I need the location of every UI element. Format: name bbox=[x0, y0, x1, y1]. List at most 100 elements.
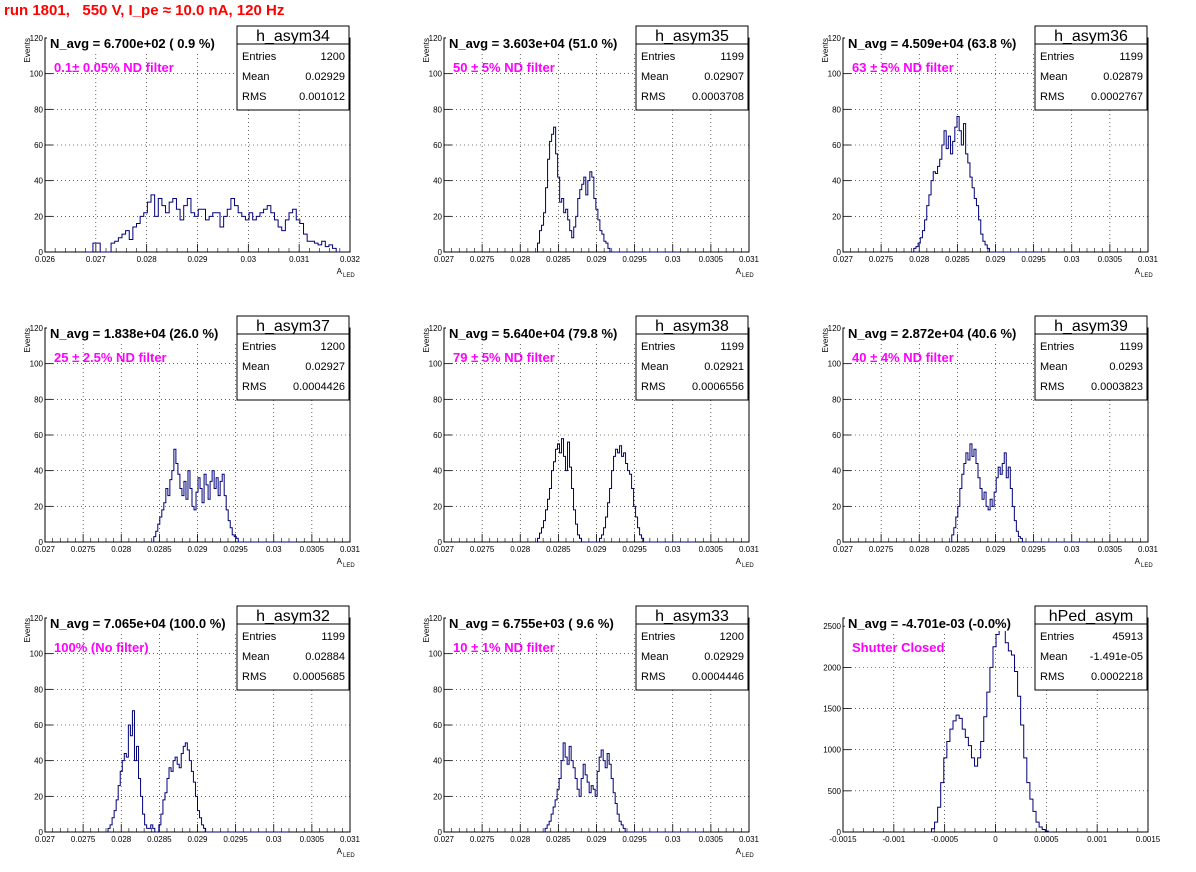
filter-label: 40 ± 4% ND filter bbox=[852, 350, 954, 365]
histogram-line bbox=[106, 710, 289, 833]
x-axis-label-subscript: LED bbox=[343, 563, 355, 569]
x-tick-label: 0.0285 bbox=[147, 835, 172, 844]
y-tick-label: 40 bbox=[832, 467, 841, 476]
x-tick-label: 0.028 bbox=[111, 545, 132, 554]
stats-label: Mean bbox=[1040, 71, 1068, 83]
x-tick-label: 0.027 bbox=[833, 545, 854, 554]
stats-label: Mean bbox=[641, 651, 669, 663]
y-tick-label: 1000 bbox=[823, 746, 841, 755]
x-tick-label: 0.0275 bbox=[470, 255, 495, 264]
x-tick-label: 0.029 bbox=[586, 835, 607, 844]
navg-text: N_avg = -4.701e-03 (-0.0%) bbox=[848, 616, 1011, 631]
navg-text: N_avg = 6.755e+03 ( 9.6 %) bbox=[449, 616, 614, 631]
y-axis-label: Events bbox=[422, 38, 431, 62]
navg-background bbox=[47, 613, 242, 631]
x-axis-label-subscript: LED bbox=[343, 273, 355, 279]
stats-label: Entries bbox=[242, 631, 277, 643]
y-tick-label: 20 bbox=[832, 502, 841, 511]
y-tick-label: 20 bbox=[34, 502, 43, 511]
stats-title: h_asym32 bbox=[256, 608, 330, 625]
y-tick-label: 0 bbox=[39, 538, 44, 547]
x-tick-label: 0.0275 bbox=[71, 545, 96, 554]
x-axis-label-subscript: LED bbox=[742, 853, 754, 859]
stats-label: RMS bbox=[1040, 381, 1064, 393]
stats-label: RMS bbox=[1040, 671, 1064, 683]
x-tick-label: 0.0275 bbox=[470, 835, 495, 844]
x-axis-label-subscript: LED bbox=[1141, 273, 1153, 279]
y-tick-label: 80 bbox=[832, 395, 841, 404]
stats-value: 1199 bbox=[720, 341, 744, 353]
y-axis-label: Events bbox=[23, 328, 32, 352]
x-tick-label: 0.0295 bbox=[622, 545, 647, 554]
navg-text: N_avg = 5.640e+04 (79.8 %) bbox=[449, 326, 617, 341]
y-tick-label: 80 bbox=[433, 395, 442, 404]
stats-value: -1.491e-05 bbox=[1090, 651, 1143, 663]
x-axis-label: A bbox=[337, 847, 343, 856]
x-tick-label: 0.0305 bbox=[1098, 545, 1123, 554]
y-tick-label: 80 bbox=[433, 685, 442, 694]
stats-box bbox=[635, 605, 749, 691]
stats-value: 1200 bbox=[321, 341, 345, 353]
y-tick-label: 20 bbox=[433, 502, 442, 511]
histogram-line bbox=[85, 194, 340, 253]
stats-label: Mean bbox=[641, 361, 669, 373]
y-tick-label: 60 bbox=[34, 721, 43, 730]
y-tick-label: 100 bbox=[30, 360, 44, 369]
histogram-line bbox=[543, 742, 704, 833]
stats-label: Mean bbox=[242, 71, 270, 83]
navg-text: N_avg = 7.065e+04 (100.0 %) bbox=[50, 616, 226, 631]
y-tick-label: 100 bbox=[429, 360, 443, 369]
stats-value: 0.0004426 bbox=[293, 381, 345, 393]
y-tick-label: 120 bbox=[30, 324, 44, 333]
filter-label: 100% (No filter) bbox=[54, 640, 149, 655]
navg-text: N_avg = 6.700e+02 ( 0.9 %) bbox=[50, 36, 215, 51]
x-tick-label: 0.031 bbox=[739, 545, 760, 554]
stats-box bbox=[236, 25, 350, 111]
x-tick-label: 0.031 bbox=[1138, 545, 1159, 554]
y-axis-label: Events bbox=[23, 38, 32, 62]
x-tick-label: 0.0275 bbox=[869, 545, 894, 554]
x-tick-label: 0.027 bbox=[434, 835, 455, 844]
histogram-panel-h_asym38: 0.027 0.0275 0.028 0.0285 0.029 0.0295 0.03 0.0… bbox=[422, 315, 760, 569]
y-tick-label: 40 bbox=[433, 177, 442, 186]
x-tick-label: 0.0305 bbox=[300, 835, 325, 844]
x-tick-label: 0.0295 bbox=[223, 545, 248, 554]
stats-label: Entries bbox=[641, 51, 676, 63]
y-tick-label: 60 bbox=[832, 141, 841, 150]
filter-label: Shutter Closed bbox=[852, 640, 945, 655]
stats-value: 1200 bbox=[720, 631, 744, 643]
x-axis-label: A bbox=[1135, 267, 1141, 276]
stats-label: RMS bbox=[641, 91, 665, 103]
x-tick-label: 0.027 bbox=[434, 255, 455, 264]
stats-value: 0.0002767 bbox=[1091, 91, 1143, 103]
x-tick-label: 0.0305 bbox=[699, 545, 724, 554]
stats-label: Entries bbox=[641, 341, 676, 353]
x-tick-label: 0.03 bbox=[241, 255, 257, 264]
x-tick-label: 0.0295 bbox=[1021, 545, 1046, 554]
x-tick-label: 0.028 bbox=[111, 835, 132, 844]
stats-value: 1199 bbox=[1119, 51, 1143, 63]
y-tick-label: 20 bbox=[433, 792, 442, 801]
y-tick-label: 100 bbox=[828, 360, 842, 369]
x-axis-label: A bbox=[736, 557, 742, 566]
stats-title: h_asym39 bbox=[1054, 318, 1128, 335]
histogram-panel-h_asym37: 0.027 0.0275 0.028 0.0285 0.029 0.0295 0.03 0.0… bbox=[23, 315, 361, 569]
x-tick-label: 0.0285 bbox=[546, 545, 571, 554]
x-tick-label: 0.0295 bbox=[223, 835, 248, 844]
y-tick-label: 120 bbox=[429, 614, 443, 623]
x-axis-label-subscript: LED bbox=[742, 563, 754, 569]
x-tick-label: 0.027 bbox=[86, 255, 107, 264]
y-tick-label: 40 bbox=[34, 757, 43, 766]
x-tick-label: 0.0305 bbox=[300, 545, 325, 554]
y-tick-label: 20 bbox=[34, 212, 43, 221]
y-tick-label: 20 bbox=[433, 212, 442, 221]
x-tick-label: 0.028 bbox=[510, 545, 531, 554]
y-tick-label: 40 bbox=[34, 467, 43, 476]
y-tick-label: 0 bbox=[837, 248, 842, 257]
stats-box bbox=[635, 315, 749, 401]
stats-value: 0.02927 bbox=[305, 361, 345, 373]
x-tick-label: 0.03 bbox=[665, 835, 681, 844]
stats-label: RMS bbox=[1040, 91, 1064, 103]
stats-label: Entries bbox=[1040, 341, 1075, 353]
